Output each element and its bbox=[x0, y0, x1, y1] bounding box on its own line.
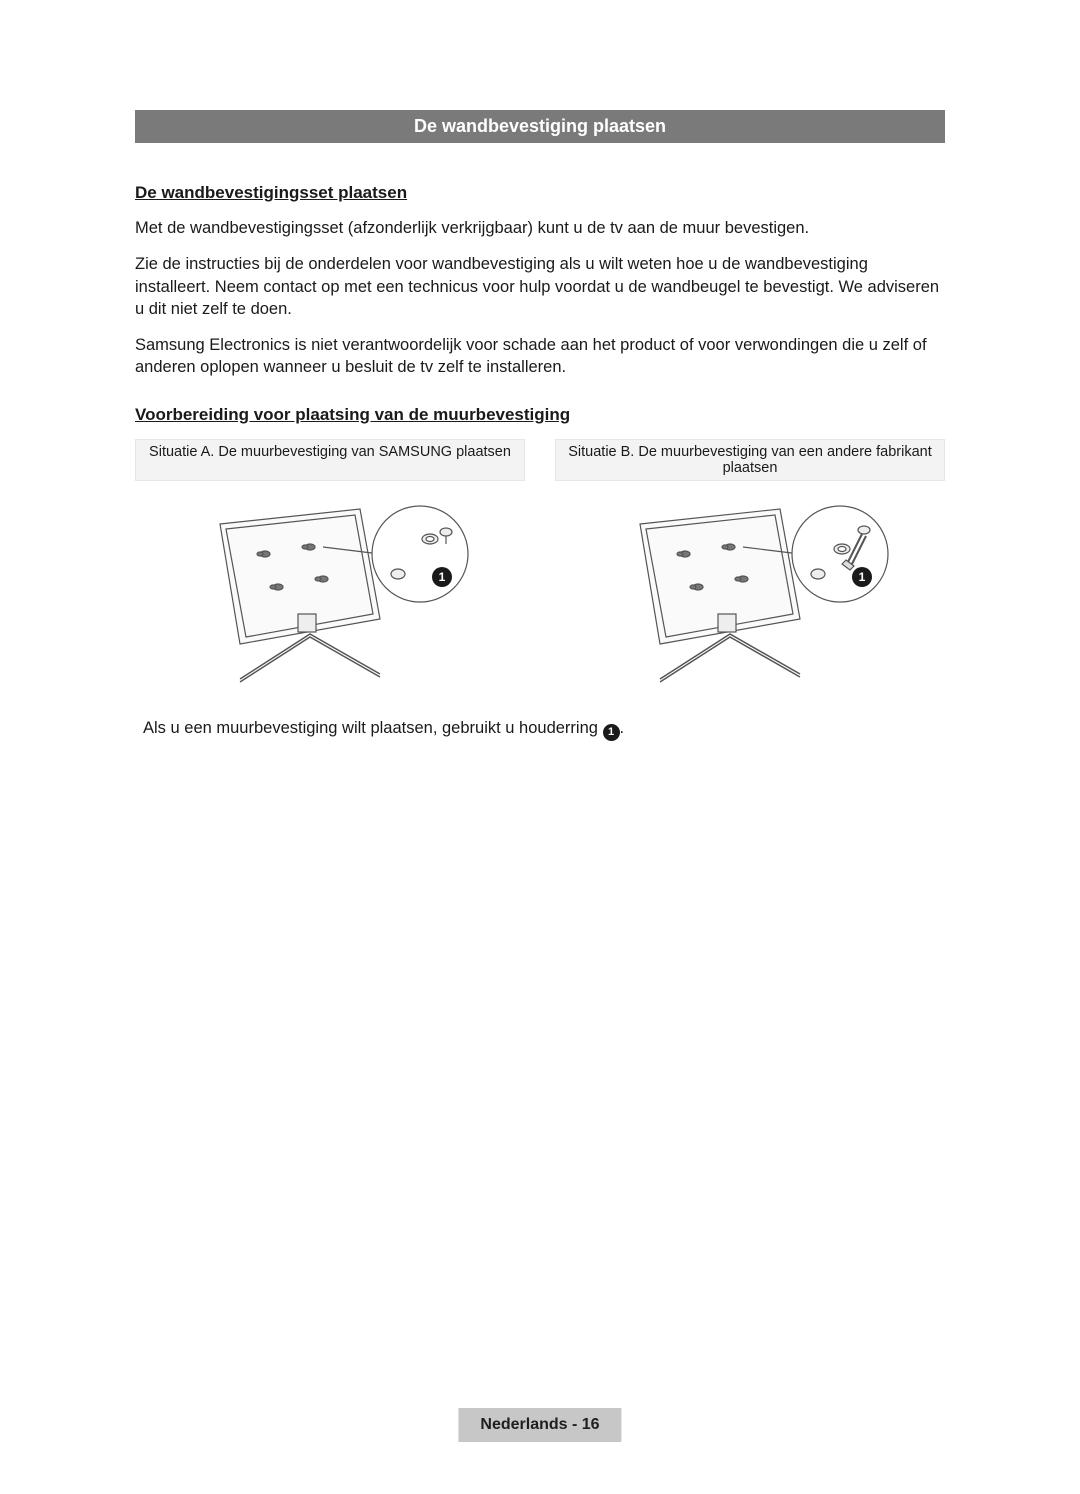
paragraph-2: Zie de instructies bij de onderdelen voo… bbox=[135, 253, 945, 320]
case-header-row: Situatie A. De muurbevestiging van SAMSU… bbox=[135, 439, 945, 481]
svg-text:1: 1 bbox=[859, 570, 866, 584]
figure-b: 1 bbox=[555, 499, 945, 699]
caption-post: . bbox=[620, 719, 625, 737]
section-header: De wandbevestiging plaatsen bbox=[135, 110, 945, 143]
svg-text:1: 1 bbox=[439, 570, 446, 584]
subheading-prep: Voorbereiding voor plaatsing van de muur… bbox=[135, 405, 945, 425]
paragraph-1: Met de wandbevestigingsset (afzonderlijk… bbox=[135, 217, 945, 239]
circled-1-icon: 1 bbox=[603, 724, 620, 741]
page-footer: Nederlands - 16 bbox=[458, 1408, 621, 1442]
case-a-label: Situatie A. De muurbevestiging van SAMSU… bbox=[135, 439, 525, 481]
case-b-label: Situatie B. De muurbevestiging van een a… bbox=[555, 439, 945, 481]
figure-caption: Als u een muurbevestiging wilt plaatsen,… bbox=[135, 717, 945, 741]
subheading-kit: De wandbevestigingsset plaatsen bbox=[135, 183, 945, 203]
figure-row: 1 bbox=[135, 499, 945, 699]
caption-pre: Als u een muurbevestiging wilt plaatsen,… bbox=[143, 719, 603, 737]
paragraph-3: Samsung Electronics is niet verantwoorde… bbox=[135, 334, 945, 379]
figure-a: 1 bbox=[135, 499, 525, 699]
